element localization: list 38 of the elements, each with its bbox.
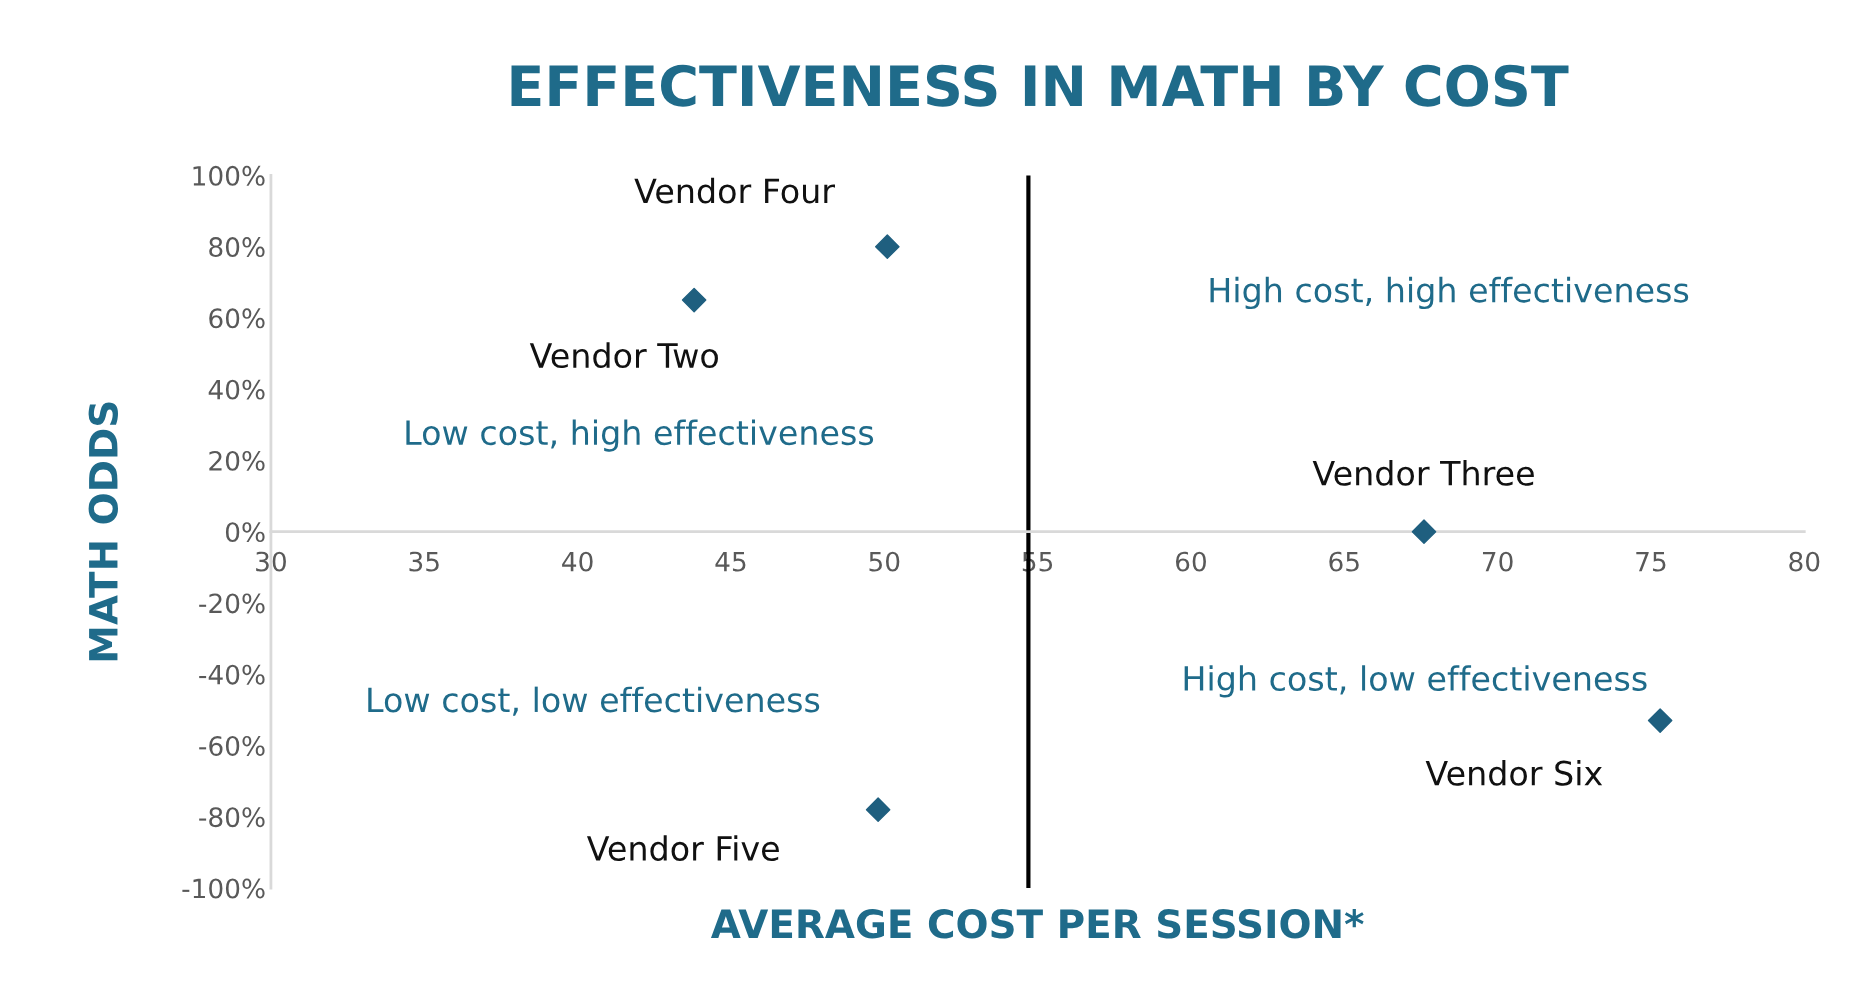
x-tick-label: 40	[562, 551, 593, 572]
x-axis-title: AVERAGE COST PER SESSION*	[710, 909, 1364, 939]
y-tick-label: 60%	[209, 308, 265, 329]
series-label: Vendor Three	[1312, 460, 1534, 486]
x-tick-label: 60	[1175, 551, 1206, 572]
y-tick-label: -80%	[199, 807, 265, 828]
point	[875, 234, 900, 259]
text: Vendor Five	[586, 835, 779, 861]
x-tick-label: 65	[1329, 551, 1359, 572]
series-label: Vendor Two	[529, 342, 718, 369]
point	[1411, 519, 1437, 545]
y-tick-label: 80%	[209, 237, 265, 258]
y-tick-label: 40%	[208, 379, 265, 400]
y-tick-label: 0%	[225, 522, 265, 543]
annotation: Low cost, low effectiveness	[368, 686, 820, 716]
annotation: High cost, low effectiveness	[1184, 665, 1647, 698]
point	[865, 797, 891, 822]
y-tick-label: -60%	[199, 735, 265, 756]
series-label: Vendor Four	[634, 177, 835, 204]
point	[681, 287, 707, 313]
chart-title: EFFECTIVENESS IN MATH BY COST	[511, 64, 1569, 107]
annotation: Low cost, high effectiveness	[406, 419, 874, 452]
x-tick-label: 45	[715, 551, 746, 572]
x-tick-label: 80	[1789, 551, 1820, 572]
point	[1647, 708, 1673, 733]
x-tick-label: 75	[1636, 551, 1666, 572]
x-tick-label: 30	[256, 551, 286, 572]
x-tick-label: 70	[1482, 551, 1513, 572]
y-tick-label: -100%	[182, 878, 265, 899]
x-tick-label: 50	[869, 551, 900, 572]
y-tick-label: -20%	[199, 593, 265, 614]
y-tick-label: -40%	[199, 664, 265, 685]
annotation: High cost, high effectiveness	[1210, 276, 1689, 310]
y-axis-title: MATH ODDS	[88, 402, 119, 661]
y-tick-label: 100%	[193, 165, 265, 186]
y-tick-label: 20%	[209, 450, 265, 471]
series-label: Vendor Six	[1425, 760, 1603, 786]
x-tick-label: 35	[409, 551, 439, 572]
